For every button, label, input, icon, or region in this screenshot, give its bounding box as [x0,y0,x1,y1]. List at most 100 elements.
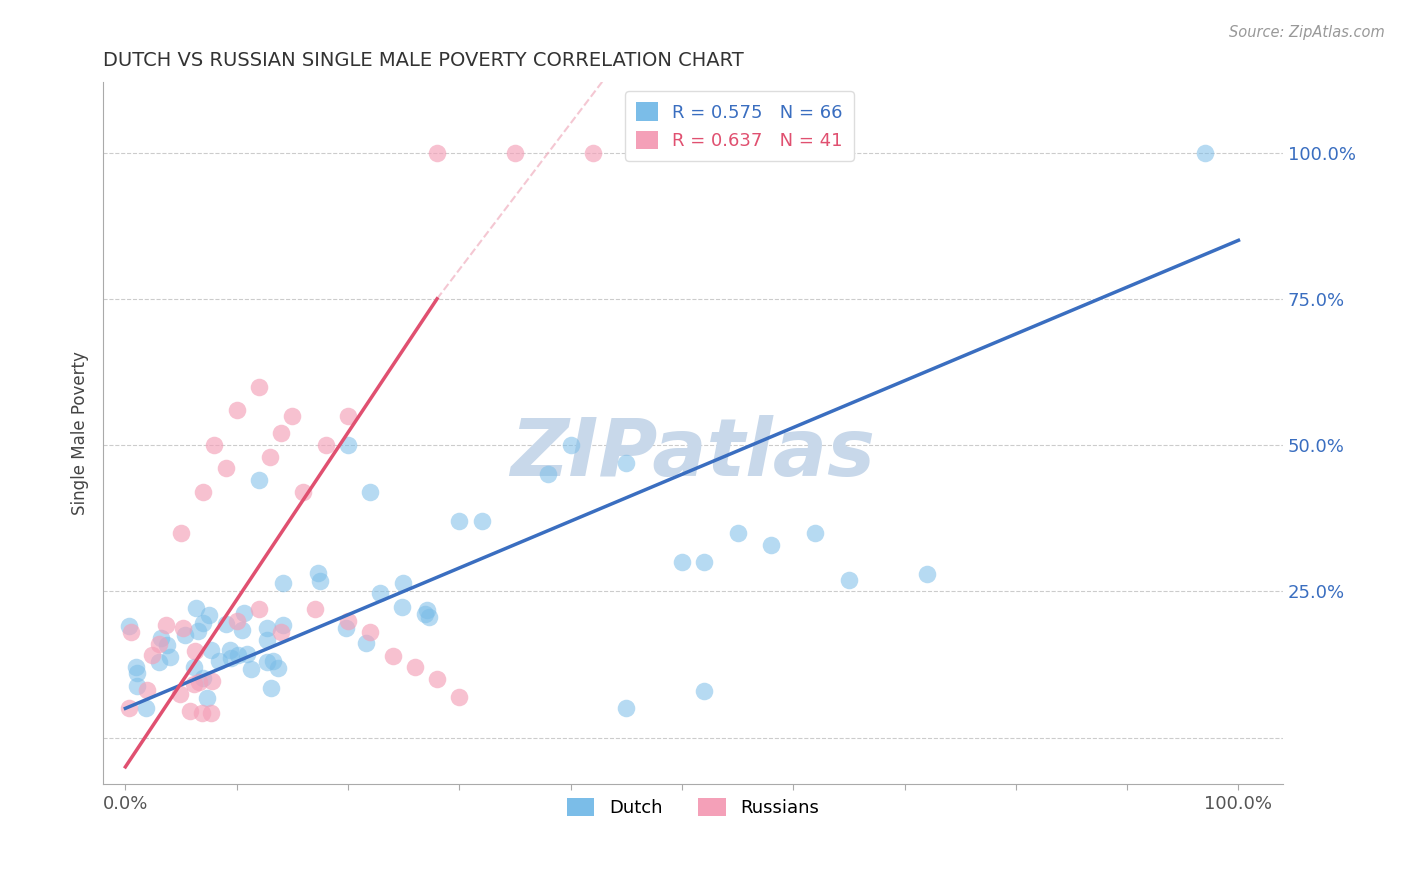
Point [359,484,381,499]
Point [259,681,281,696]
Point [156,638,179,652]
Point [256,633,278,648]
Point [200,706,222,721]
Point [262,654,284,668]
Point [239,662,262,676]
Point [187,674,209,689]
Point [198,608,221,623]
Point [172,621,194,635]
Point [1194,145,1216,160]
Point [204,438,226,452]
Point [124,660,146,674]
Point [416,603,439,617]
Text: DUTCH VS RUSSIAN SINGLE MALE POVERTY CORRELATION CHART: DUTCH VS RUSSIAN SINGLE MALE POVERTY COR… [103,51,744,70]
Point [356,636,378,650]
Point [359,625,381,640]
Point [193,671,215,685]
Point [215,616,238,631]
Point [187,624,209,638]
Point [308,574,330,589]
Point [184,600,207,615]
Point [247,473,270,487]
Point [560,438,582,452]
Point [413,607,436,621]
Point [231,623,253,637]
Text: ZIPatlas: ZIPatlas [510,416,876,493]
Point [537,467,560,482]
Point [232,606,254,620]
Point [614,701,637,715]
Point [582,145,605,160]
Point [135,701,157,715]
Point [392,576,415,591]
Point [307,566,329,580]
Point [693,683,716,698]
Point [225,614,247,628]
Point [169,687,191,701]
Point [671,555,693,569]
Point [259,450,281,464]
Point [150,631,173,645]
Point [368,585,391,599]
Point [214,461,236,475]
Legend: Dutch, Russians: Dutch, Russians [560,790,827,824]
Point [225,403,247,417]
Point [271,618,294,632]
Point [125,666,148,681]
Point [270,426,292,441]
Point [315,438,337,452]
Point [404,660,426,674]
Point [200,643,222,657]
Point [256,655,278,669]
Point [173,628,195,642]
Point [391,599,413,614]
Point [337,438,360,452]
Point [208,654,231,668]
Point [271,575,294,590]
Point [201,673,224,688]
Point [155,618,177,632]
Point [183,643,205,657]
Point [503,145,526,160]
Point [759,537,782,551]
Point [193,615,215,630]
Point [148,656,170,670]
Point [118,619,141,633]
Point [127,679,149,693]
Point [292,484,315,499]
Point [195,691,218,706]
Point [236,647,259,661]
Point [449,514,471,528]
Point [226,648,249,663]
Point [381,648,404,663]
Point [337,614,360,628]
Point [915,566,938,581]
Point [135,683,157,698]
Point [247,602,270,616]
Point [281,409,304,423]
Point [693,555,716,569]
Point [267,661,290,675]
Point [141,648,163,663]
Point [247,379,270,393]
Point [270,625,292,640]
Point [304,602,326,616]
Point [426,672,449,686]
Point [190,706,212,721]
Point [218,643,240,657]
Y-axis label: Single Male Poverty: Single Male Poverty [72,351,89,516]
Point [148,637,170,651]
Text: Source: ZipAtlas.com: Source: ZipAtlas.com [1229,25,1385,40]
Point [120,625,142,640]
Point [449,690,471,704]
Point [179,704,201,718]
Point [727,525,749,540]
Point [418,610,440,624]
Point [471,514,494,528]
Point [426,145,449,160]
Point [614,456,637,470]
Point [337,409,360,423]
Point [159,650,181,665]
Point [838,573,860,587]
Point [335,621,357,635]
